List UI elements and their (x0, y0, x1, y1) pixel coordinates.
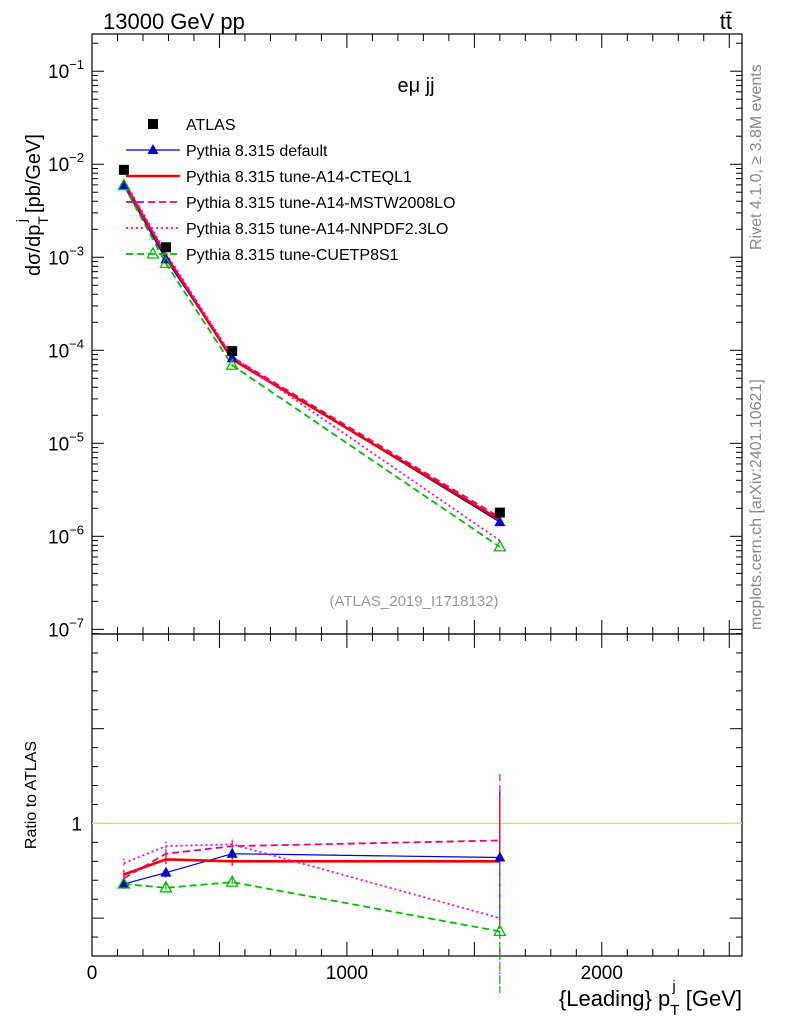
y-tick-label: 10−1 (48, 57, 84, 83)
energy-label: 13000 GeV pp (103, 9, 245, 34)
legend-entry-label: Pythia 8.315 default (186, 143, 328, 160)
y-tick-label: 10−7 (48, 615, 84, 641)
ratio-panel-frame (91, 633, 743, 957)
svg-text:dσ/dpTj[pb/GeV]: dσ/dpTj [pb/GeV] (13, 134, 51, 276)
data-point (494, 507, 505, 518)
data-point (160, 242, 171, 253)
x-axis-label-sup: j (671, 978, 675, 995)
y-tick-label: 10−6 (48, 522, 84, 548)
y-tick-base: 10 (48, 155, 69, 176)
axis-ticks (91, 34, 742, 956)
legend-entry-label: Pythia 8.315 tune-CUETP8S1 (186, 247, 399, 264)
y-tick-base: 10 (48, 341, 69, 362)
y-tick-base: 10 (48, 620, 69, 641)
series-marker (493, 924, 507, 937)
legend-symbol-data (148, 119, 158, 129)
legend-entry-label: Pythia 8.315 tune-A14-CTEQL1 (186, 169, 412, 186)
y-tick-base: 10 (48, 527, 69, 548)
legend: ATLAS Pythia 8.315 default Pythia 8.315 tu… (126, 117, 455, 264)
series-marker (146, 246, 160, 259)
chart-title: eμ jj (397, 75, 434, 97)
y-tick-exponent: −2 (69, 150, 84, 165)
x-tick-label: 2000 (581, 963, 623, 984)
series-marker (494, 516, 506, 527)
y-tick-label: 10−2 (48, 150, 84, 176)
series-marker (226, 847, 238, 858)
series-marker (225, 357, 239, 370)
y-tick-label: 10−4 (48, 336, 84, 362)
series-marker (118, 179, 130, 190)
y-axis-label-sub: T (35, 216, 51, 225)
series-marker (225, 874, 239, 887)
x-axis-label-sub: T (670, 1002, 679, 1019)
series-line-ratio (123, 881, 501, 933)
series-marker (494, 851, 506, 862)
series-marker (160, 866, 172, 877)
y-axis-label-unit: [pb/GeV] (23, 134, 45, 213)
series-line-ratio (123, 858, 500, 876)
series-marker (118, 878, 130, 889)
y-tick-base: 10 (48, 248, 69, 269)
series-marker (159, 880, 173, 893)
series-marker (493, 539, 507, 552)
series-marker (117, 876, 131, 889)
x-axis-label-main: {Leading} p (559, 986, 670, 1011)
y-tick-base: 10 (48, 434, 69, 455)
series-line-ratio (123, 839, 500, 880)
y-tick-exponent: −7 (69, 615, 84, 630)
series-lines (92, 179, 742, 998)
series-marker (159, 256, 173, 268)
analysis-tag: (ATLAS_2019_I1718132) (329, 593, 498, 610)
data-point (227, 346, 238, 357)
series-marker (147, 144, 159, 154)
series-line-ratio (123, 853, 500, 885)
rivet-label: Rivet 4.1.0, ≥ 3.8M events (748, 64, 765, 250)
series-line-main (123, 182, 501, 519)
data-point (118, 164, 129, 175)
legend-entry-label: Pythia 8.315 tune-A14-NNPDF2.3LO (186, 221, 448, 238)
ratio-tick-label: 1 (71, 814, 82, 835)
mcplots-label: mcplots.cern.ch [arXiv:2401.10621] (748, 379, 765, 630)
y-tick-base: 10 (48, 62, 69, 83)
x-axis-label: {Leading} pTj [GeV] (559, 978, 742, 1019)
series-line-ratio (123, 843, 501, 919)
ratio-axis-label: Ratio to ATLAS (23, 741, 40, 849)
series-marker (117, 178, 131, 191)
x-axis-label-unit: [GeV] (686, 986, 742, 1011)
y-axis-label: dσ/dpTj [pb/GeV] (13, 134, 51, 276)
series-line-main (123, 179, 501, 542)
y-tick-label: 10−5 (48, 429, 84, 455)
series-marker (226, 352, 238, 363)
legend-entry-label: ATLAS (186, 117, 236, 134)
y-axis-label-sup: j (13, 219, 29, 223)
y-tick-exponent: −4 (69, 336, 84, 351)
series-line-main (123, 185, 501, 548)
y-tick-exponent: −3 (69, 243, 84, 258)
y-tick-exponent: −5 (69, 429, 84, 444)
x-tick-label: 0 (87, 963, 98, 984)
process-label: tt̄ (720, 9, 732, 34)
legend-entry-label: Pythia 8.315 tune-A14-MSTW2008LO (186, 195, 455, 212)
series-markers (117, 164, 507, 937)
y-axis-label-main: dσ/dp (23, 225, 45, 276)
y-tick-label: 10−3 (48, 243, 84, 269)
y-tick-exponent: −1 (69, 57, 84, 72)
x-tick-label: 1000 (326, 963, 368, 984)
y-tick-exponent: −6 (69, 522, 84, 537)
